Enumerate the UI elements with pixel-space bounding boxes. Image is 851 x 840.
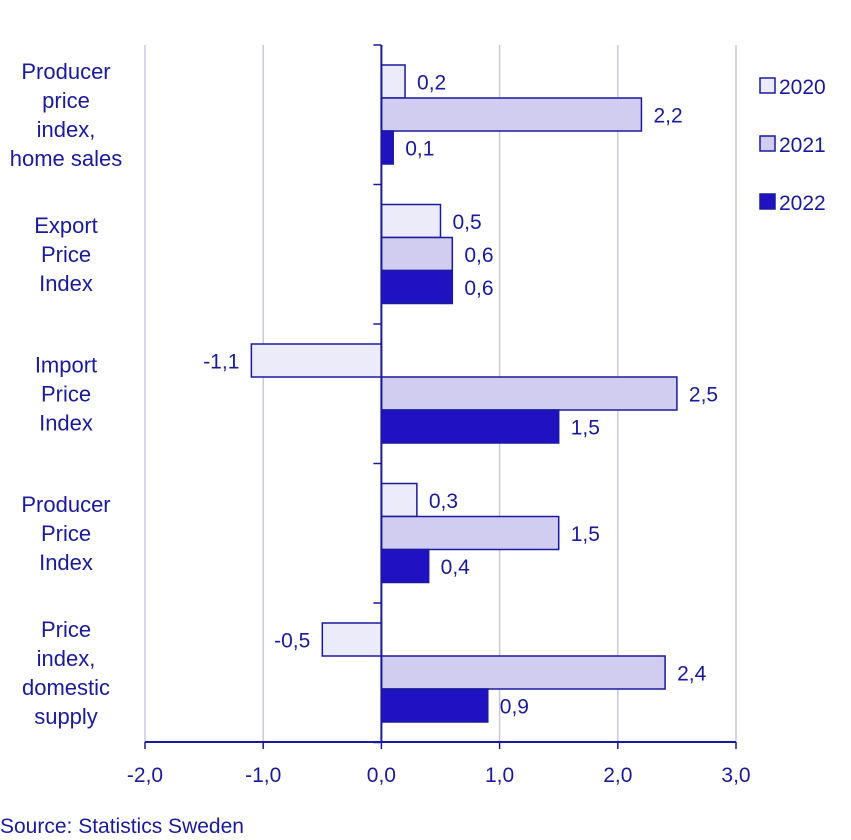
category-label: Import Price Index [35, 353, 97, 436]
bar-2021 [380, 376, 678, 411]
data-label: 0,4 [441, 556, 471, 579]
bar-2020 [380, 64, 406, 99]
data-label: 0,2 [417, 72, 446, 95]
category-label-line: price [42, 88, 90, 113]
data-label: 0,9 [500, 696, 529, 719]
data-label: 0,3 [429, 490, 458, 513]
bars [250, 64, 678, 723]
data-label: 0,6 [464, 277, 493, 300]
category-label-line: home sales [10, 146, 123, 171]
category-label-line: Price [41, 617, 91, 642]
bar-2020 [321, 622, 383, 657]
category-label: Producer Price Index [21, 492, 110, 575]
bar-2020 [380, 203, 442, 239]
legend-swatch-2022 [759, 193, 776, 210]
bar-2022 [380, 130, 394, 165]
legend-swatch-2020 [759, 77, 776, 94]
category-label-line: supply [34, 704, 98, 729]
bar-2022 [380, 688, 489, 723]
data-label: 2,2 [653, 105, 682, 128]
category-label-line: index, [37, 117, 96, 142]
data-label: -1,1 [203, 351, 239, 374]
data-label: 0,6 [464, 244, 493, 267]
category-label: Producer price index, home sales [10, 59, 123, 171]
category-label-line: Import [35, 353, 97, 378]
legend: 2020 2021 2022 [759, 76, 826, 215]
category-label-line: Index [39, 271, 93, 296]
bar-2022 [380, 269, 454, 305]
legend-label: 2021 [779, 134, 826, 157]
data-label: 2,4 [677, 663, 707, 686]
category-label-line: Index [39, 411, 93, 436]
axes [144, 44, 737, 749]
category-label: Price index, domestic supply [22, 617, 110, 729]
bar-2021 [380, 515, 560, 551]
bar-2020 [380, 482, 418, 518]
data-label: 2,5 [689, 384, 718, 407]
x-tick-label: 2,0 [603, 764, 632, 787]
bar-2022 [380, 548, 430, 584]
data-label: -0,5 [274, 630, 310, 653]
x-tick-label: -2,0 [127, 764, 163, 787]
legend-label: 2022 [779, 192, 826, 215]
data-label: 0,5 [453, 211, 482, 234]
category-label-line: Price [41, 242, 91, 267]
source-note: Source: Statistics Sweden [0, 815, 244, 838]
x-tick-label: 3,0 [721, 764, 750, 787]
category-label-line: Producer [21, 492, 110, 517]
x-tick-label: -1,0 [245, 764, 281, 787]
category-label-line: domestic [22, 675, 110, 700]
category-label-line: Price [41, 521, 91, 546]
bar-2021 [380, 97, 643, 132]
category-label-line: Export [34, 213, 98, 238]
category-label-line: Index [39, 550, 93, 575]
legend-label: 2020 [779, 76, 826, 99]
category-label: Export Price Index [34, 213, 98, 296]
data-label: 0,1 [405, 138, 434, 161]
category-label-line: Price [41, 382, 91, 407]
x-tick-label: 1,0 [485, 764, 514, 787]
labels: -2,0 -1,0 0,0 1,0 2,0 3,0 0,2 2,2 0,1 Producer pri… [10, 59, 751, 787]
bar-2020 [250, 343, 383, 378]
bar-2022 [380, 409, 560, 444]
category-label-line: Producer [21, 59, 110, 84]
bar-2021 [380, 655, 666, 690]
legend-swatch-2021 [759, 135, 776, 152]
x-tick-label: 0,0 [367, 764, 396, 787]
data-label: 1,5 [571, 523, 600, 546]
data-label: 1,5 [571, 417, 600, 440]
category-label-line: index, [37, 646, 96, 671]
bar-2021 [380, 236, 454, 272]
